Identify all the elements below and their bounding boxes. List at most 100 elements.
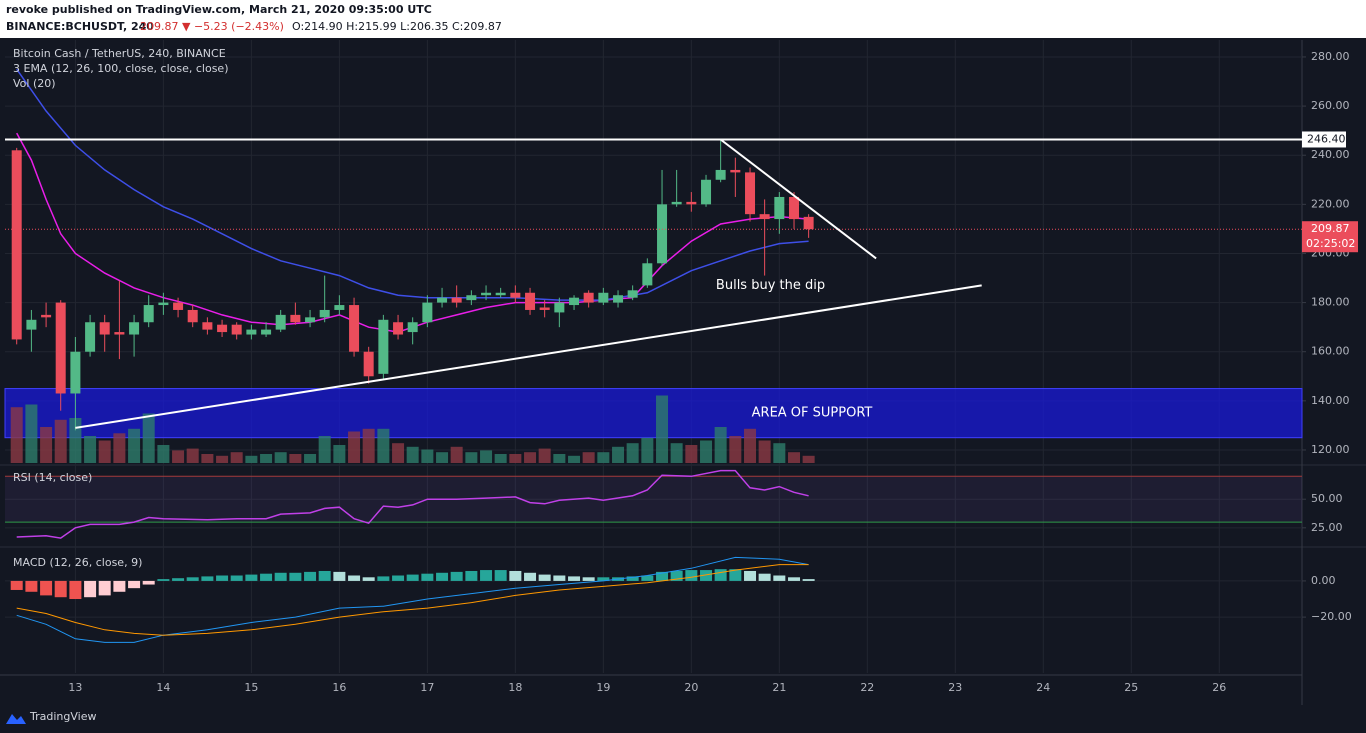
candle-body — [407, 322, 418, 333]
macd-histogram-bar — [289, 572, 302, 581]
volume-bar — [700, 440, 713, 463]
candle-body — [803, 216, 814, 230]
volume-bar — [685, 445, 698, 463]
y-tick-label: 140.00 — [1311, 394, 1350, 407]
macd-histogram-bar — [230, 575, 243, 581]
volume-bar — [538, 448, 551, 463]
volume-bar — [670, 443, 683, 463]
candle-body — [613, 295, 624, 303]
x-tick-label: 13 — [68, 681, 82, 694]
macd-histogram-bar — [128, 580, 141, 589]
volume-bar — [758, 440, 771, 463]
candle-body — [422, 302, 433, 323]
candle-body — [129, 322, 140, 335]
volume-bar — [612, 446, 625, 463]
volume-bar — [729, 436, 742, 463]
x-tick-label: 23 — [948, 681, 962, 694]
candle-body — [701, 179, 712, 205]
candle-body — [41, 314, 52, 318]
candle-body — [349, 305, 360, 352]
volume-bar — [333, 445, 346, 463]
x-tick-label: 26 — [1212, 681, 1226, 694]
macd-histogram-bar — [700, 570, 713, 581]
x-tick-label: 24 — [1036, 681, 1050, 694]
volume-bar — [172, 450, 185, 463]
volume-bar — [318, 436, 331, 463]
volume-bar — [788, 452, 801, 463]
candle-body — [55, 302, 66, 394]
candle-body — [378, 319, 389, 374]
macd-histogram-bar — [788, 577, 801, 581]
y-tick-label: −20.00 — [1311, 610, 1352, 623]
macd-histogram-bar — [744, 570, 757, 581]
macd-histogram-bar — [582, 577, 595, 581]
volume-bar — [392, 443, 405, 463]
candle-body — [143, 305, 154, 323]
macd-histogram-bar — [69, 580, 82, 600]
volume-bar — [450, 446, 463, 463]
volume-bar — [230, 452, 243, 463]
last-change: 209.87 ▼ −5.23 (−2.43%) — [140, 20, 284, 33]
macd-histogram-bar — [670, 570, 683, 581]
candle-body — [217, 324, 228, 333]
volume-bar — [406, 446, 419, 463]
volume-bar — [348, 431, 361, 463]
candle-body — [583, 292, 594, 303]
signal-line — [16, 564, 809, 636]
volume-bar — [54, 419, 67, 463]
macd-histogram-bar — [40, 580, 53, 596]
candle-body — [305, 317, 316, 323]
macd-histogram-bar — [641, 575, 654, 581]
volume-bar — [260, 454, 273, 463]
candle-body — [290, 314, 301, 323]
candle-body — [539, 307, 550, 310]
candle-body — [275, 314, 286, 330]
annotation: Bulls buy the dip — [716, 278, 825, 293]
candle-body — [569, 297, 580, 306]
macd-histogram-bar — [98, 580, 111, 596]
y-tick-label: 280.00 — [1311, 50, 1350, 63]
support-label: AREA OF SUPPORT — [752, 406, 873, 421]
volume-bar — [186, 448, 199, 463]
candle-body — [246, 329, 257, 335]
volume-bar — [582, 452, 595, 463]
volume-bar — [568, 455, 581, 463]
ema-line — [16, 68, 809, 301]
y-tick-label: 180.00 — [1311, 296, 1350, 309]
published-line: revoke published on TradingView.com, Mar… — [6, 3, 432, 16]
macd-histogram-bar — [201, 576, 214, 581]
volume-bar — [201, 454, 214, 463]
candle-body — [745, 172, 756, 215]
y-tick-label: 0.00 — [1311, 574, 1336, 587]
volume-bar — [157, 445, 170, 463]
macd-histogram-bar — [172, 578, 185, 581]
candle-body — [114, 332, 125, 335]
volume-bar — [10, 407, 23, 463]
volume-bar — [641, 437, 654, 463]
macd-histogram-bar — [436, 572, 449, 581]
volume-bar — [113, 433, 126, 463]
macd-histogram-bar — [245, 574, 258, 581]
price-tag-label: 209.87 — [1311, 222, 1350, 235]
macd-histogram-bar — [348, 575, 361, 581]
volume-bar — [25, 404, 38, 463]
symbol: BINANCE:BCHUSDT, 240 — [6, 20, 154, 33]
macd-histogram-bar — [318, 570, 331, 581]
macd-histogram-bar — [54, 580, 67, 598]
macd-histogram-bar — [480, 570, 493, 581]
macd-histogram-bar — [494, 570, 507, 581]
macd-histogram-bar — [421, 573, 434, 581]
macd-histogram-bar — [465, 570, 478, 581]
volume-bar — [304, 454, 317, 463]
header-bar — [0, 0, 1366, 38]
macd-histogram-bar — [714, 569, 727, 581]
rsi-line — [16, 469, 809, 539]
x-tick-label: 15 — [244, 681, 258, 694]
volume-bar — [509, 454, 522, 463]
volume-bar — [744, 428, 757, 463]
candle-body — [363, 351, 374, 377]
volume-bar — [289, 454, 302, 463]
volume-bar — [480, 450, 493, 463]
volume-bar — [524, 452, 537, 463]
macd-histogram-bar — [553, 575, 566, 581]
